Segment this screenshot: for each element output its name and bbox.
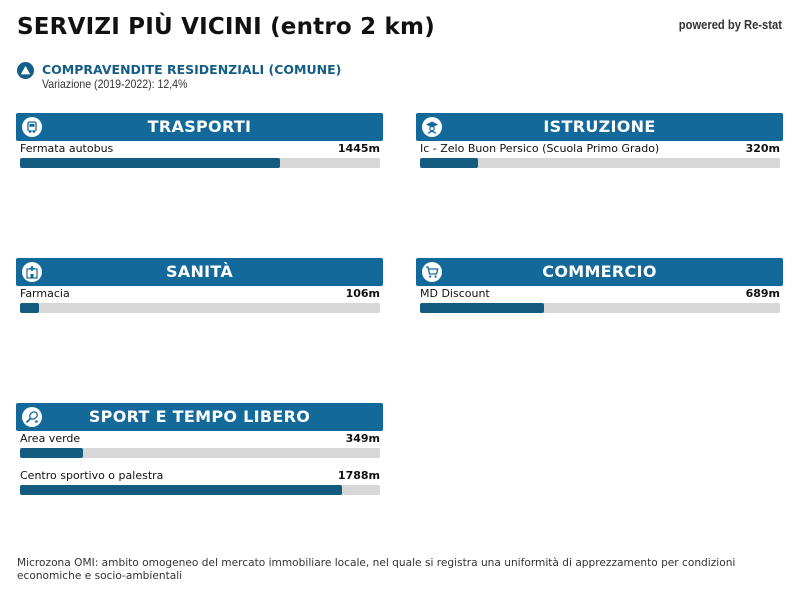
service-item: Ic - Zelo Buon Persico (Scuola Primo Gra…	[420, 141, 780, 178]
category-title: TRASPORTI	[147, 117, 252, 136]
category-title: ISTRUZIONE	[543, 117, 656, 136]
service-item: Fermata autobus 1445m	[20, 141, 380, 178]
category-title: SPORT E TEMPO LIBERO	[88, 407, 311, 426]
trend-title: COMPRAVENDITE RESIDENZIALI (COMUNE)	[42, 62, 342, 77]
category-card-sport: SPORT E TEMPO LIBERO Area verde 349m Cen…	[16, 403, 383, 505]
distance-bar-track	[420, 158, 780, 168]
page-title: SERVIZI PIÙ VICINI (entro 2 km)	[17, 14, 435, 40]
category-header: ISTRUZIONE	[416, 113, 783, 141]
service-distance: 320m	[745, 142, 780, 155]
hospital-icon	[22, 262, 42, 282]
category-header: TRASPORTI	[16, 113, 383, 141]
distance-bar-fill	[420, 158, 478, 168]
tennis-icon	[22, 407, 42, 427]
student-icon	[422, 117, 442, 137]
service-name: Area verde	[20, 432, 81, 445]
service-item: Centro sportivo o palestra 1788m	[20, 468, 380, 505]
service-distance: 106m	[345, 287, 380, 300]
distance-bar-fill	[20, 158, 281, 168]
powered-by-label: powered by Re-stat	[678, 17, 782, 32]
distance-bar-track	[20, 158, 380, 168]
service-name: MD Discount	[420, 287, 490, 300]
distance-bar-fill	[20, 485, 342, 495]
category-header: SPORT E TEMPO LIBERO	[16, 403, 383, 431]
category-card-trasporti: TRASPORTI Fermata autobus 1445m	[16, 113, 383, 178]
category-title: SANITÀ	[165, 262, 234, 281]
category-header: COMMERCIO	[416, 258, 783, 286]
distance-bar-fill	[20, 303, 40, 313]
triangle-up-icon	[17, 62, 34, 79]
trend-subtitle: Variazione (2019-2022): 12,4%	[42, 77, 188, 91]
service-name: Farmacia	[20, 287, 70, 300]
bus-icon	[22, 117, 42, 137]
service-name: Ic - Zelo Buon Persico (Scuola Primo Gra…	[420, 142, 660, 155]
service-item: MD Discount 689m	[420, 286, 780, 323]
distance-bar-track	[20, 485, 380, 495]
service-distance: 689m	[745, 287, 780, 300]
service-item: Area verde 349m	[20, 431, 380, 468]
service-item: Farmacia 106m	[20, 286, 380, 323]
distance-bar-fill	[20, 448, 83, 458]
service-name: Centro sportivo o palestra	[20, 469, 164, 482]
service-distance: 1788m	[337, 469, 380, 482]
service-name: Fermata autobus	[20, 142, 114, 155]
distance-bar-track	[20, 303, 380, 313]
distance-bar-fill	[420, 303, 545, 313]
shopping-cart-icon	[422, 262, 442, 282]
footnote: Microzona OMI: ambito omogeneo del merca…	[17, 557, 736, 582]
distance-bar-track	[420, 303, 780, 313]
distance-bar-track	[20, 448, 380, 458]
service-distance: 349m	[345, 432, 380, 445]
category-header: SANITÀ	[16, 258, 383, 286]
category-card-commercio: COMMERCIO MD Discount 689m	[416, 258, 783, 323]
category-card-sanita: SANITÀ Farmacia 106m	[16, 258, 383, 323]
service-distance: 1445m	[337, 142, 380, 155]
category-card-istruzione: ISTRUZIONE Ic - Zelo Buon Persico (Scuol…	[416, 113, 783, 178]
category-title: COMMERCIO	[542, 262, 657, 281]
